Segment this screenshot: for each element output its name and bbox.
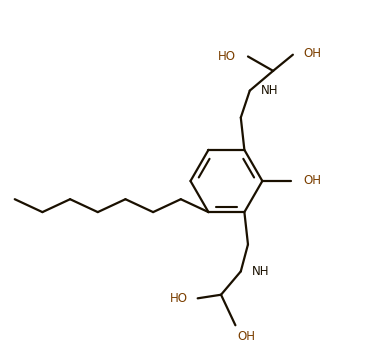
Text: OH: OH: [303, 174, 321, 188]
Text: NH: NH: [251, 265, 269, 278]
Text: NH: NH: [261, 84, 278, 97]
Text: HO: HO: [218, 50, 236, 63]
Text: HO: HO: [170, 292, 187, 305]
Text: OH: OH: [303, 47, 321, 60]
Text: OH: OH: [237, 329, 255, 342]
